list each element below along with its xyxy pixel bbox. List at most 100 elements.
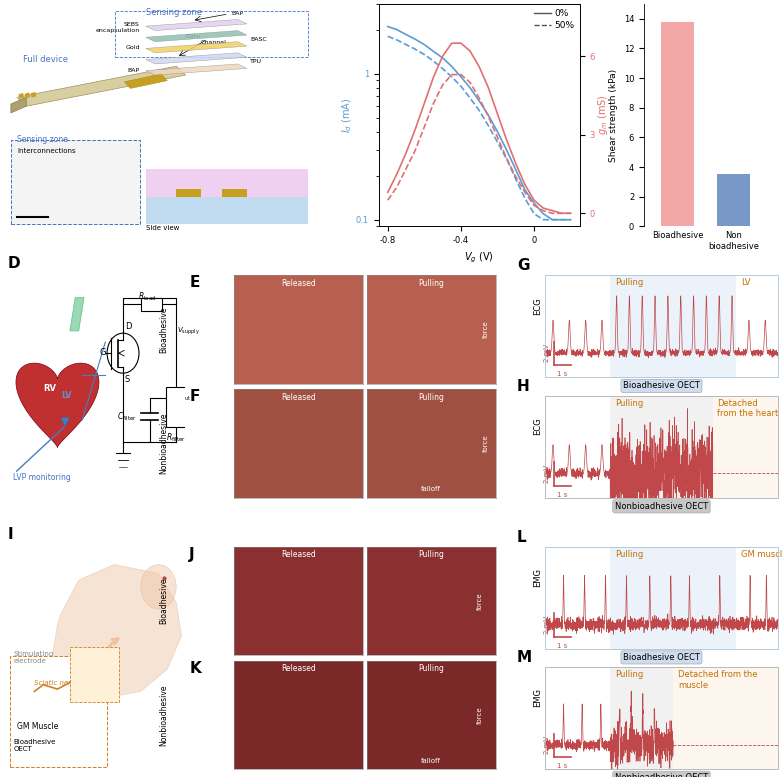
Text: LVP monitoring: LVP monitoring bbox=[13, 473, 71, 482]
Text: J: J bbox=[189, 547, 195, 562]
Text: H: H bbox=[517, 378, 529, 394]
Text: Pulling: Pulling bbox=[418, 550, 444, 559]
Text: $R_\mathrm{filter}$: $R_\mathrm{filter}$ bbox=[167, 431, 186, 444]
Text: Bioadhesive: Bioadhesive bbox=[159, 578, 168, 624]
Text: $R_\mathrm{load}$: $R_\mathrm{load}$ bbox=[138, 291, 156, 303]
X-axis label: $V_g$ (V): $V_g$ (V) bbox=[465, 251, 494, 265]
Polygon shape bbox=[11, 97, 27, 113]
Polygon shape bbox=[70, 298, 84, 331]
Y-axis label: $g_m$ (mS): $g_m$ (mS) bbox=[596, 95, 610, 135]
Text: SEBS
encapsulation: SEBS encapsulation bbox=[95, 22, 140, 33]
Bar bbox=[145, 169, 308, 224]
Text: Bioadhesive
OECT: Bioadhesive OECT bbox=[13, 740, 56, 752]
Text: force: force bbox=[477, 592, 482, 610]
Polygon shape bbox=[145, 53, 247, 64]
Text: EMG: EMG bbox=[533, 568, 543, 587]
Polygon shape bbox=[25, 92, 30, 98]
Bar bbox=[177, 189, 201, 197]
Text: 1 s: 1 s bbox=[557, 763, 568, 769]
Text: Released: Released bbox=[282, 550, 316, 559]
Circle shape bbox=[141, 565, 176, 609]
Bar bbox=[222, 189, 247, 197]
Text: GM Muscle: GM Muscle bbox=[16, 722, 58, 731]
Text: Pulling: Pulling bbox=[615, 399, 643, 408]
Text: Nonbioadhesive: Nonbioadhesive bbox=[159, 685, 168, 746]
Text: BAP: BAP bbox=[127, 68, 140, 73]
Text: Side view: Side view bbox=[145, 225, 179, 232]
Text: Pulling: Pulling bbox=[418, 279, 444, 287]
Bar bbox=[661, 22, 694, 226]
Legend: 0%, 50%: 0%, 50% bbox=[533, 9, 576, 31]
Text: Bioadhesive OECT: Bioadhesive OECT bbox=[623, 382, 700, 391]
Text: $V_\mathrm{supply}$: $V_\mathrm{supply}$ bbox=[177, 326, 200, 336]
Bar bbox=[9, 656, 107, 767]
Text: ECG: ECG bbox=[533, 297, 543, 315]
Text: RV: RV bbox=[43, 384, 56, 393]
Text: 2 mV: 2 mV bbox=[543, 344, 550, 362]
Polygon shape bbox=[145, 30, 247, 42]
Bar bbox=[166, 387, 187, 427]
Text: Released: Released bbox=[282, 279, 316, 287]
Text: 1 s: 1 s bbox=[557, 643, 568, 649]
Bar bbox=[673, 667, 778, 769]
Polygon shape bbox=[17, 66, 185, 106]
Text: Bioadhesive: Bioadhesive bbox=[159, 306, 168, 353]
Bar bbox=[11, 140, 140, 224]
Y-axis label: Shear strength (kPa): Shear strength (kPa) bbox=[609, 68, 619, 162]
Bar bbox=[610, 275, 736, 378]
Polygon shape bbox=[145, 19, 247, 30]
Text: Sensing zone: Sensing zone bbox=[17, 135, 68, 144]
Bar bbox=[716, 175, 750, 226]
Text: Detached from the
muscle: Detached from the muscle bbox=[678, 671, 757, 690]
Bar bbox=[70, 647, 120, 702]
Text: Interconnections: Interconnections bbox=[17, 148, 76, 154]
Text: K: K bbox=[189, 660, 201, 676]
Polygon shape bbox=[145, 64, 247, 75]
Text: Nonbioadhesive OECT: Nonbioadhesive OECT bbox=[615, 773, 708, 777]
Bar bbox=[610, 667, 673, 769]
Bar bbox=[141, 298, 162, 311]
Text: Pulling: Pulling bbox=[418, 664, 444, 673]
Text: Gold: Gold bbox=[125, 46, 140, 51]
Text: Released: Released bbox=[282, 392, 316, 402]
Text: M: M bbox=[517, 650, 532, 665]
Text: force: force bbox=[477, 706, 482, 724]
Text: $V_\mathrm{out}$: $V_\mathrm{out}$ bbox=[177, 392, 192, 402]
Text: Pulling: Pulling bbox=[615, 671, 643, 679]
Text: Nonbioadhesive OECT: Nonbioadhesive OECT bbox=[615, 502, 708, 511]
Text: E: E bbox=[189, 275, 199, 291]
Text: ECG: ECG bbox=[533, 417, 543, 435]
Text: falloff: falloff bbox=[421, 758, 441, 764]
Polygon shape bbox=[145, 42, 247, 53]
Text: Pulling: Pulling bbox=[418, 392, 444, 402]
Text: 2 mV: 2 mV bbox=[543, 615, 550, 634]
Text: Full device: Full device bbox=[23, 54, 68, 64]
Text: Pulling: Pulling bbox=[615, 278, 643, 287]
Text: LV: LV bbox=[741, 278, 750, 287]
Text: G: G bbox=[517, 258, 529, 274]
Text: BAP: BAP bbox=[231, 12, 244, 16]
Bar bbox=[610, 395, 712, 498]
Polygon shape bbox=[52, 565, 181, 698]
Text: D: D bbox=[8, 256, 20, 271]
Text: LV: LV bbox=[61, 391, 72, 399]
Text: D: D bbox=[125, 322, 131, 331]
Polygon shape bbox=[19, 93, 24, 99]
Text: Gate: Gate bbox=[185, 34, 201, 40]
Polygon shape bbox=[61, 418, 70, 427]
Text: Nonbioadhesive: Nonbioadhesive bbox=[159, 413, 168, 474]
Text: Pulling: Pulling bbox=[615, 550, 643, 559]
Text: Released: Released bbox=[282, 664, 316, 673]
Y-axis label: $I_d$ (mA): $I_d$ (mA) bbox=[341, 97, 354, 133]
Text: G: G bbox=[100, 348, 106, 357]
Text: EMG: EMG bbox=[533, 688, 543, 707]
Text: GM muscle: GM muscle bbox=[741, 550, 782, 559]
Text: Bioadhesive OECT: Bioadhesive OECT bbox=[623, 653, 700, 662]
Text: Sciatic nerve: Sciatic nerve bbox=[34, 680, 80, 685]
Text: L: L bbox=[517, 530, 526, 545]
Text: force: force bbox=[483, 434, 490, 452]
Bar bbox=[610, 547, 736, 649]
Polygon shape bbox=[124, 74, 167, 89]
Text: force: force bbox=[483, 321, 490, 339]
Text: BASC: BASC bbox=[250, 37, 267, 42]
